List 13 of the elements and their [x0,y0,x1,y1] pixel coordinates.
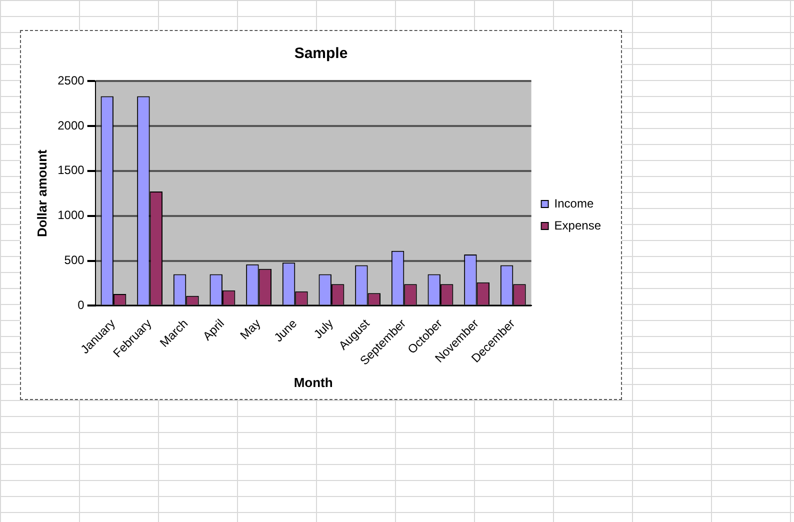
y-tick-label: 0 [78,298,85,312]
chart-title: Sample [294,45,348,62]
x-tick-label: May [237,316,264,342]
y-tick-label: 1500 [58,163,85,178]
y-tick-label: 1000 [58,208,85,222]
x-tick-label: July [310,316,336,342]
legend-label: Expense [554,218,602,232]
x-axis-title: Month [294,374,333,390]
y-tick-label: 500 [64,253,85,268]
y-tick-label: 2000 [58,118,85,132]
legend-label: Income [554,196,594,210]
y-tick-label: 2500 [58,73,85,88]
y-axis-title: Dollar amount [34,148,50,238]
